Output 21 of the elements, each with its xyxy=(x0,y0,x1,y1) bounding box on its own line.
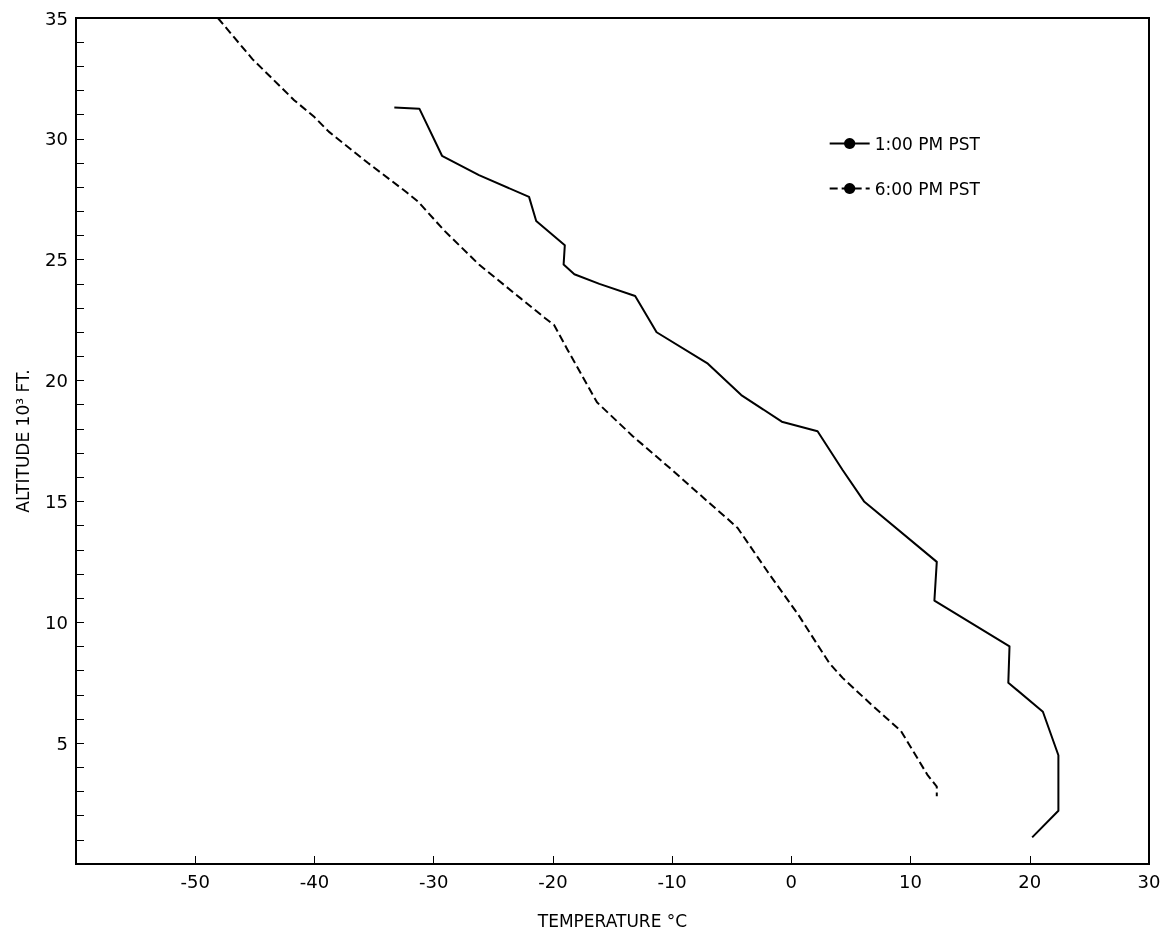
legend-label: 6:00 PM PST xyxy=(874,178,981,199)
legend-label: 1:00 PM PST xyxy=(874,133,981,154)
line-series xyxy=(393,106,1060,839)
x-tick-label: 20 xyxy=(1018,870,1042,892)
x-tick-label: 30 xyxy=(1137,870,1161,892)
y-tick-label: 10 xyxy=(45,611,68,633)
x-tick-label: 0 xyxy=(785,870,798,892)
x-tick-label: 10 xyxy=(899,870,923,892)
x-tick-label: -40 xyxy=(299,870,330,892)
x-tick-label: -20 xyxy=(538,870,568,892)
x-tick-label: -50 xyxy=(180,870,210,892)
y-tick-label: 30 xyxy=(45,128,68,150)
y-tick-label: 35 xyxy=(45,7,68,29)
x-axis-title: TEMPERATURE °C xyxy=(536,910,688,931)
y-axis-title: ALTITUDE 10³ FT. xyxy=(12,369,33,513)
x-tick-label: -10 xyxy=(657,870,687,892)
y-tick-label: 15 xyxy=(45,490,68,512)
y-tick-label: 25 xyxy=(45,249,68,271)
y-tick-label: 20 xyxy=(45,370,68,392)
y-tick-label: 5 xyxy=(56,732,68,754)
x-tick-label: -30 xyxy=(418,870,449,892)
